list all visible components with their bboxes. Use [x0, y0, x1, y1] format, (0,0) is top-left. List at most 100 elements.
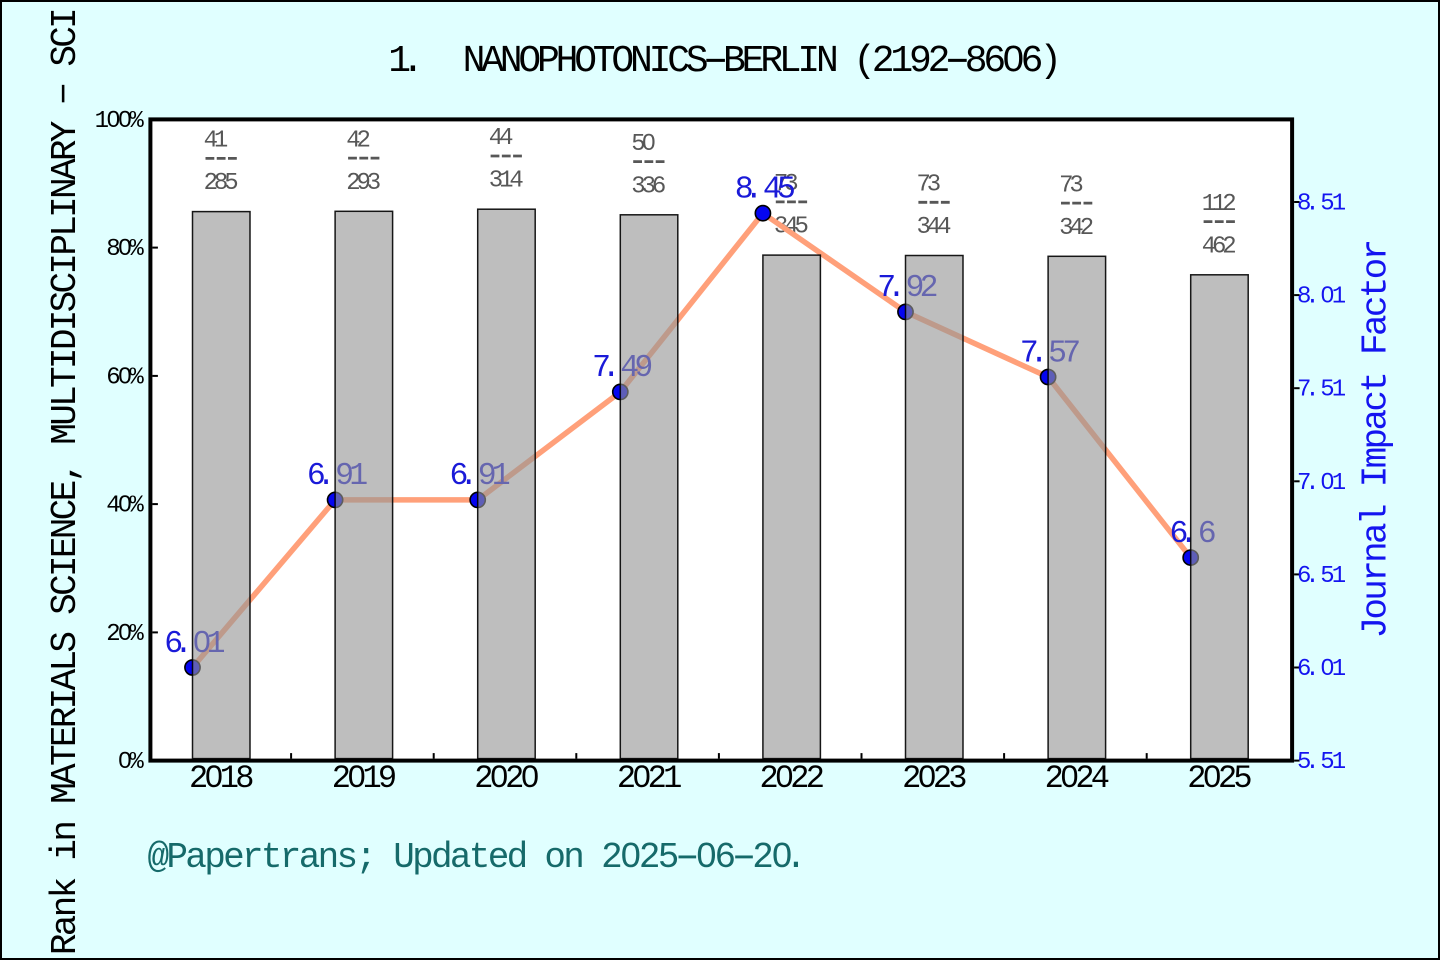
- svg-text:1: 1: [1332, 749, 1346, 776]
- svg-text:.: .: [1305, 563, 1319, 590]
- svg-text:4: 4: [106, 493, 120, 520]
- svg-text:.: .: [1305, 749, 1319, 776]
- svg-text:2: 2: [872, 40, 895, 83]
- svg-text:1: 1: [499, 168, 513, 195]
- svg-text:3: 3: [642, 173, 656, 200]
- svg-text:2: 2: [505, 760, 524, 797]
- svg-text:7: 7: [1297, 470, 1311, 497]
- svg-text:t: t: [261, 837, 283, 878]
- svg-text:U: U: [393, 837, 415, 878]
- svg-text:P: P: [537, 40, 560, 83]
- svg-text:3: 3: [1069, 172, 1083, 199]
- svg-text:1: 1: [1202, 191, 1216, 218]
- svg-text:6: 6: [1297, 656, 1311, 683]
- svg-text:4: 4: [1091, 760, 1110, 797]
- svg-text:1: 1: [890, 40, 913, 83]
- svg-text:A: A: [481, 40, 504, 83]
- svg-text:5: 5: [1320, 563, 1334, 590]
- svg-text:9: 9: [909, 40, 932, 83]
- svg-text:1: 1: [1332, 191, 1346, 218]
- svg-text:3: 3: [784, 171, 798, 198]
- svg-text:4: 4: [509, 168, 523, 195]
- svg-text:8: 8: [106, 236, 120, 263]
- svg-text:6: 6: [164, 627, 183, 662]
- svg-text:2: 2: [617, 760, 636, 797]
- svg-text:6: 6: [307, 459, 326, 494]
- svg-text:4: 4: [489, 125, 503, 152]
- svg-text:;: ;: [355, 837, 377, 878]
- svg-text:3: 3: [917, 214, 931, 241]
- svg-text:.: .: [402, 40, 425, 83]
- svg-text:2: 2: [928, 40, 951, 83]
- svg-text:.: .: [785, 837, 807, 878]
- svg-text:%: %: [129, 621, 144, 648]
- svg-text:R: R: [760, 40, 783, 83]
- svg-text:n: n: [318, 837, 340, 878]
- svg-text:2: 2: [106, 621, 120, 648]
- svg-text:6: 6: [1021, 40, 1044, 83]
- svg-text:3: 3: [367, 170, 381, 197]
- svg-text:5: 5: [1320, 191, 1334, 218]
- svg-text:2: 2: [601, 837, 623, 878]
- svg-text:.: .: [1305, 470, 1319, 497]
- svg-text:2: 2: [752, 837, 774, 878]
- svg-text:O: O: [574, 40, 597, 83]
- svg-text:H: H: [556, 40, 579, 83]
- svg-text:5: 5: [1233, 760, 1252, 797]
- svg-text:9: 9: [357, 170, 371, 197]
- svg-text:4: 4: [1069, 215, 1083, 242]
- svg-text:5: 5: [1297, 749, 1311, 776]
- svg-text:6: 6: [652, 173, 666, 200]
- svg-text:Rank in MATERIALS SCIENCE, MUL: Rank in MATERIALS SCIENCE, MULTIDISCIPLI…: [45, 10, 86, 955]
- svg-text:e: e: [488, 837, 510, 878]
- svg-text:4: 4: [346, 127, 360, 154]
- svg-text:2: 2: [1045, 760, 1064, 797]
- svg-text:4: 4: [927, 214, 941, 241]
- svg-text:6: 6: [1170, 517, 1189, 552]
- svg-text:4: 4: [204, 128, 218, 155]
- svg-text:9: 9: [378, 760, 397, 797]
- svg-text:a: a: [299, 837, 321, 878]
- svg-text:N: N: [463, 40, 486, 83]
- svg-text:3: 3: [631, 173, 645, 200]
- svg-text:.: .: [887, 271, 906, 306]
- svg-text:O: O: [611, 40, 634, 83]
- svg-text:N: N: [500, 40, 523, 83]
- svg-text:%: %: [129, 108, 144, 135]
- svg-text:5: 5: [1320, 377, 1334, 404]
- svg-text:r: r: [242, 837, 264, 878]
- svg-text:7: 7: [774, 171, 788, 198]
- svg-text:%: %: [129, 364, 144, 391]
- svg-text:2: 2: [760, 760, 779, 797]
- svg-text:2: 2: [902, 760, 921, 797]
- svg-text:6: 6: [450, 459, 469, 494]
- svg-text:o: o: [544, 837, 566, 878]
- svg-text:O: O: [518, 40, 541, 83]
- svg-text:.: .: [744, 173, 763, 208]
- svg-text:d: d: [507, 837, 529, 878]
- svg-text:6: 6: [1212, 233, 1226, 260]
- svg-text:e: e: [223, 837, 245, 878]
- svg-text:7: 7: [592, 351, 611, 386]
- svg-text:1: 1: [1332, 656, 1346, 683]
- svg-text:): ): [1039, 40, 1062, 83]
- svg-text:5: 5: [1320, 749, 1334, 776]
- svg-text:2: 2: [1187, 760, 1206, 797]
- svg-text:2: 2: [1218, 760, 1237, 797]
- svg-text:2: 2: [648, 760, 667, 797]
- svg-text:@: @: [148, 837, 170, 878]
- svg-text:3: 3: [927, 172, 941, 199]
- svg-text:r: r: [280, 837, 302, 878]
- svg-text:8: 8: [1297, 191, 1311, 218]
- svg-text:5: 5: [631, 131, 645, 158]
- svg-text:5: 5: [777, 173, 796, 208]
- svg-text:1: 1: [1212, 191, 1226, 218]
- svg-text:%: %: [129, 493, 144, 520]
- svg-text:.: .: [459, 459, 478, 494]
- svg-text:8: 8: [1297, 284, 1311, 311]
- svg-text:L: L: [779, 40, 802, 83]
- svg-text:%: %: [129, 749, 144, 776]
- svg-text:5: 5: [658, 837, 680, 878]
- svg-text:4: 4: [1202, 233, 1216, 260]
- svg-text:.: .: [1305, 191, 1319, 218]
